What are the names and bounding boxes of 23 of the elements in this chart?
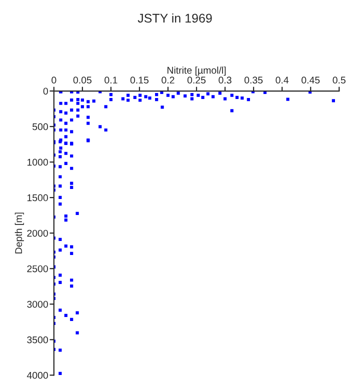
y-tick-label: 1000 [27, 158, 48, 166]
y-tick-label: 500 [32, 123, 48, 130]
y-tick-label: 3000 [27, 300, 48, 308]
x-tick-label: 0 [52, 76, 56, 84]
x-tick-label: 0.3 [218, 76, 232, 84]
x-axis-title: Nitrite [µmol/l] [168, 66, 226, 76]
y-tick-label: 1500 [27, 194, 48, 202]
chart-title: JSTY in 1969 [138, 13, 212, 23]
x-tick-label: 0.5 [332, 76, 346, 84]
y-axis-title: Depth [m] [14, 212, 24, 254]
x-tick-label: 0.45 [302, 76, 320, 84]
y-tick-label: 2000 [27, 230, 48, 237]
y-tick-label: 3500 [27, 336, 48, 344]
x-tick-label: 0.15 [130, 76, 149, 84]
x-tick-label: 0.4 [276, 76, 289, 84]
x-tick-label: 0.35 [244, 76, 263, 84]
x-tick-label: 0.2 [162, 76, 174, 84]
x-tick-label: 0.05 [73, 76, 92, 84]
x-tick-label: 0.25 [187, 76, 206, 84]
y-tick-label: 2500 [27, 265, 48, 272]
y-tick-label: 0 [43, 88, 48, 95]
y-tick-label: 4000 [26, 372, 48, 379]
x-tick-label: 0.1 [104, 76, 118, 84]
